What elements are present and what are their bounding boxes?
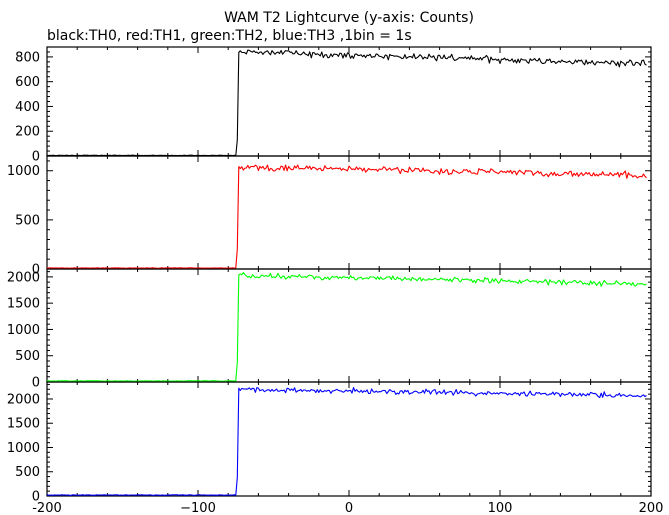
series-line-th2	[47, 272, 647, 382]
x-tick-label: 100	[488, 501, 513, 515]
panel-frame	[46, 381, 652, 497]
y-tick-label: 0	[32, 150, 40, 165]
chart-subtitle: black:TH0, red:TH1, green:TH2, blue:TH3 …	[47, 28, 412, 44]
panel-th3: 0 500 1000 1500 2000	[7, 381, 652, 505]
chart-title: WAM T2 Lightcurve (y-axis: Counts)	[224, 10, 474, 26]
panel-th2: 0 500 1000 1500 2000	[7, 268, 652, 391]
y-tick-label: 400	[15, 100, 40, 115]
x-tick-label: -200	[32, 501, 62, 515]
y-tick-label: 800	[15, 50, 40, 65]
panel-th1: 0 500 1000	[7, 155, 652, 278]
series-line-th1	[46, 164, 647, 269]
y-tick-label: 1000	[7, 323, 40, 338]
y-tick-label: 0	[32, 490, 40, 505]
y-tick-label: 600	[15, 75, 40, 90]
series-line-th3	[46, 386, 647, 496]
y-tick-label: 1000	[7, 441, 40, 456]
y-tick-label: 1500	[7, 297, 40, 312]
panel-frame	[46, 268, 652, 383]
y-tick-label: 2000	[7, 270, 40, 285]
x-axis-labels: -200 −100 0 100 200	[32, 501, 663, 515]
y-tick-label: 0	[32, 263, 40, 278]
y-tick-label: 200	[15, 125, 40, 140]
y-tick-label: 2000	[7, 392, 40, 407]
y-tick-label: 1500	[7, 417, 40, 432]
panel-frame	[46, 155, 652, 270]
x-tick-label: −100	[180, 501, 216, 515]
y-tick-label: 0	[32, 376, 40, 391]
y-tick-label: 500	[15, 349, 40, 364]
y-tick-label: 500	[15, 465, 40, 480]
series-line-th0	[46, 49, 647, 157]
x-tick-label: 200	[639, 501, 664, 515]
panel-frame	[46, 46, 652, 157]
panels-group: 0200400600800050010000500100015002000050…	[7, 46, 652, 505]
panel-th0: 0 200 400 600 800	[15, 46, 652, 165]
y-tick-label: 1000	[7, 164, 40, 179]
y-tick-label: 500	[15, 213, 40, 228]
x-tick-label: 0	[345, 501, 353, 515]
